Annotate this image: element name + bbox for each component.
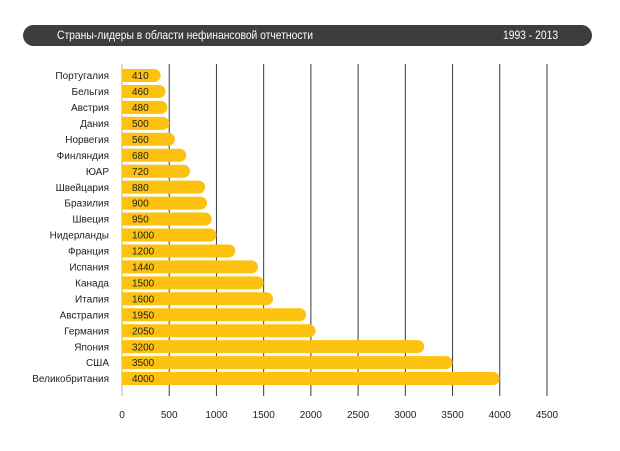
value-label: 1440 <box>132 263 155 274</box>
value-label: 1500 <box>132 278 155 289</box>
bar <box>122 260 258 274</box>
bar <box>122 276 264 290</box>
bar <box>122 132 175 146</box>
value-label: 950 <box>132 215 149 226</box>
category-label: Нидерланды <box>50 231 109 242</box>
bar-left-cap <box>122 276 135 290</box>
category-label: Финляндия <box>57 151 109 162</box>
x-tick-label: 2000 <box>300 410 323 421</box>
x-tick-labels: 0 500 1000 1500 2000 2500 3000 3500 4000 4500 <box>119 410 558 421</box>
category-label: Бельгия <box>72 87 110 98</box>
category-label: Япония <box>74 342 109 353</box>
chart-header: Страны-лидеры в области нефинансовой отч… <box>23 25 592 46</box>
chart-period: 1993 - 2013 <box>502 28 558 42</box>
bar-left-cap <box>122 324 135 338</box>
bar-left-cap <box>122 228 135 242</box>
bar-left-cap <box>122 340 135 354</box>
bar-left-cap <box>122 372 135 386</box>
bar <box>122 356 453 370</box>
value-label: 1600 <box>132 294 155 305</box>
bar-left-cap <box>122 116 135 130</box>
value-label: 2050 <box>132 326 155 337</box>
bar-left-cap <box>122 100 135 114</box>
x-tick-label: 4000 <box>489 410 512 421</box>
value-label: 560 <box>132 135 149 146</box>
bar-left-cap <box>122 212 135 226</box>
bar-left-cap <box>122 132 135 146</box>
bar-left-cap <box>122 180 135 194</box>
bar-left-cap <box>122 69 135 82</box>
bar <box>122 164 190 178</box>
value-label: 500 <box>132 119 149 130</box>
value-label: 3200 <box>132 342 155 353</box>
bar-left-cap <box>122 260 135 274</box>
bar-left-cap <box>122 84 135 98</box>
bars-group <box>122 69 500 386</box>
category-label: Великобритания <box>32 373 109 385</box>
bar <box>122 308 307 322</box>
category-label: Испания <box>69 263 109 274</box>
category-label: Швеция <box>72 215 109 226</box>
bar <box>122 196 207 210</box>
category-labels: Португалия Бельгия Австрия Дания Норвегия Фин… <box>32 71 109 385</box>
bar-left-cap <box>122 356 135 370</box>
x-tick-label: 3500 <box>441 410 464 421</box>
value-label: 900 <box>132 199 149 210</box>
x-tick-label: 1000 <box>205 410 228 421</box>
category-label: Австралия <box>60 310 109 321</box>
value-label: 1200 <box>132 247 155 258</box>
bar-left-cap <box>122 196 135 210</box>
bar-left-cap <box>122 148 135 162</box>
category-label: Австрия <box>71 103 109 114</box>
value-label: 680 <box>132 151 149 162</box>
chart-title: Страны-лидеры в области нефинансовой отч… <box>57 28 314 42</box>
value-label: 1950 <box>132 310 155 321</box>
value-label: 3500 <box>132 358 155 369</box>
x-tick-label: 1500 <box>253 410 276 421</box>
value-labels: 410 460 480 500 560 680 720 880 900 950 1000 1200 14… <box>132 71 155 385</box>
value-label: 1000 <box>132 231 155 242</box>
value-label: 720 <box>132 167 149 178</box>
value-label: 480 <box>132 103 149 114</box>
category-label: Бразилия <box>64 199 109 210</box>
category-label: Франция <box>68 247 109 258</box>
x-tick-label: 2500 <box>347 410 370 421</box>
category-label: Италия <box>75 294 109 305</box>
value-label: 460 <box>132 87 149 98</box>
bar <box>122 292 274 306</box>
value-label: 4000 <box>132 374 155 385</box>
bar-left-cap <box>122 164 135 178</box>
bar <box>122 324 316 338</box>
bar <box>122 244 236 258</box>
category-label: Канада <box>75 278 109 289</box>
category-label: Португалия <box>55 71 109 82</box>
category-label: Норвегия <box>65 135 109 146</box>
bar <box>122 372 500 386</box>
x-tick-label: 500 <box>161 410 178 421</box>
bar <box>122 228 217 242</box>
bar-left-cap <box>122 292 135 306</box>
category-label: Германия <box>64 326 109 337</box>
x-tick-label: 3000 <box>394 410 417 421</box>
category-label: Швейцария <box>56 183 109 194</box>
bar <box>122 180 206 194</box>
bar-left-cap <box>122 244 135 258</box>
bar <box>122 148 187 162</box>
value-label: 410 <box>132 71 149 82</box>
category-label: Дания <box>80 119 109 130</box>
bar <box>122 212 212 226</box>
value-label: 880 <box>132 183 149 194</box>
bar <box>122 340 425 354</box>
x-tick-label: 0 <box>119 410 125 421</box>
category-label: США <box>86 358 109 369</box>
bar-left-cap <box>122 308 135 322</box>
category-label: ЮАР <box>86 167 109 178</box>
x-tick-label: 4500 <box>536 410 559 421</box>
